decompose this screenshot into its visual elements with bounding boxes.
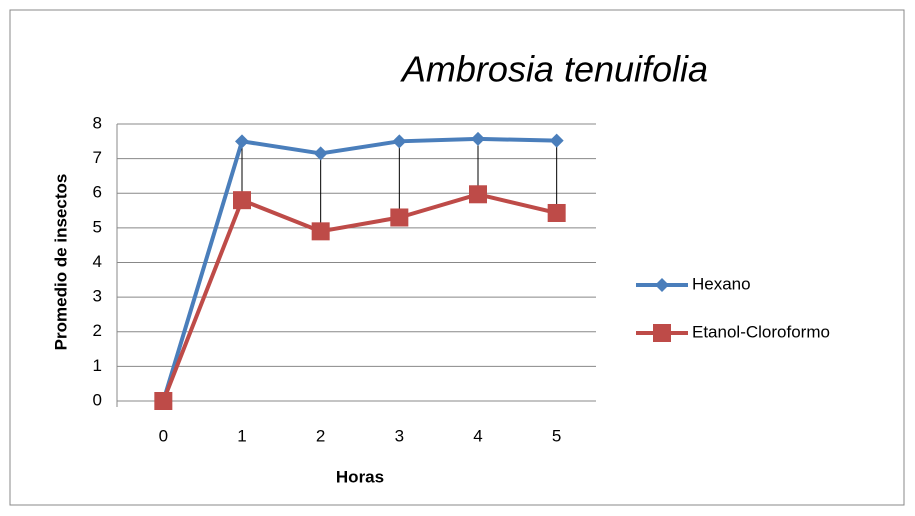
diamond-marker [313,146,328,161]
legend-label: Hexano [692,274,751,293]
x-tick-label: 5 [552,426,561,445]
diamond-marker [549,133,564,148]
y-tick-label: 2 [93,321,102,340]
square-marker [154,392,173,410]
x-tick-label: 2 [316,426,325,445]
y-tick-label: 5 [93,217,102,236]
square-marker [547,203,566,222]
series-line [161,136,557,402]
y-tick-label: 7 [93,148,102,167]
y-tick-label: 8 [93,113,102,132]
x-tick-label: 3 [395,426,404,445]
series-line [161,192,558,402]
legend-label: Etanol-Cloroformo [692,322,830,341]
square-marker [390,208,409,227]
diamond-marker [655,278,669,292]
diamond-marker [471,131,485,146]
diamond-marker [392,134,407,149]
chart-border [9,9,905,506]
x-axis-label: Horas [336,467,384,486]
y-tick-label: 4 [93,252,102,271]
diamond-marker [235,134,249,149]
y-tick-label: 1 [93,356,102,375]
y-axis-label: Promedio de insectos [51,174,70,351]
square-marker [653,324,671,342]
square-marker [311,222,330,241]
x-tick-label: 1 [237,426,246,445]
y-tick-label: 0 [93,390,102,409]
chart-title: Ambrosia tenuifolia [400,49,708,90]
square-marker [469,185,487,204]
x-tick-label: 0 [159,426,168,445]
square-marker [233,191,251,210]
y-tick-label: 6 [93,183,102,202]
x-tick-label: 4 [473,426,482,445]
y-tick-label: 3 [93,287,102,306]
